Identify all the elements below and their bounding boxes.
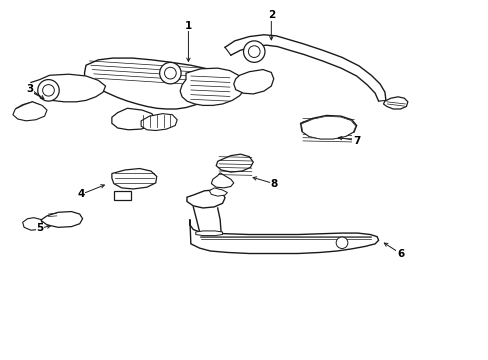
Ellipse shape [164, 67, 176, 79]
Polygon shape [180, 68, 244, 105]
Polygon shape [195, 231, 222, 235]
Polygon shape [216, 154, 253, 172]
Ellipse shape [243, 41, 264, 62]
Polygon shape [300, 116, 356, 139]
Text: 6: 6 [396, 248, 404, 258]
Polygon shape [114, 192, 131, 200]
Text: 8: 8 [269, 179, 277, 189]
Ellipse shape [335, 237, 347, 248]
Polygon shape [383, 97, 407, 109]
Polygon shape [209, 188, 227, 196]
Ellipse shape [248, 46, 260, 58]
Text: 7: 7 [352, 136, 360, 145]
Polygon shape [211, 173, 233, 188]
Polygon shape [22, 218, 43, 230]
Text: 3: 3 [26, 84, 34, 94]
Polygon shape [112, 168, 157, 189]
Polygon shape [112, 108, 156, 130]
Polygon shape [13, 102, 47, 121]
Ellipse shape [42, 85, 54, 96]
Polygon shape [41, 212, 82, 227]
Ellipse shape [159, 62, 181, 84]
Polygon shape [189, 220, 378, 253]
Polygon shape [30, 74, 105, 102]
Polygon shape [84, 58, 232, 109]
Polygon shape [141, 114, 177, 131]
Text: 2: 2 [267, 10, 274, 20]
Polygon shape [233, 69, 273, 94]
Text: 5: 5 [36, 224, 43, 233]
Polygon shape [14, 102, 44, 120]
Polygon shape [186, 190, 224, 208]
Polygon shape [301, 116, 355, 139]
Text: 4: 4 [77, 189, 84, 199]
Text: 1: 1 [184, 21, 192, 31]
Ellipse shape [38, 80, 59, 101]
